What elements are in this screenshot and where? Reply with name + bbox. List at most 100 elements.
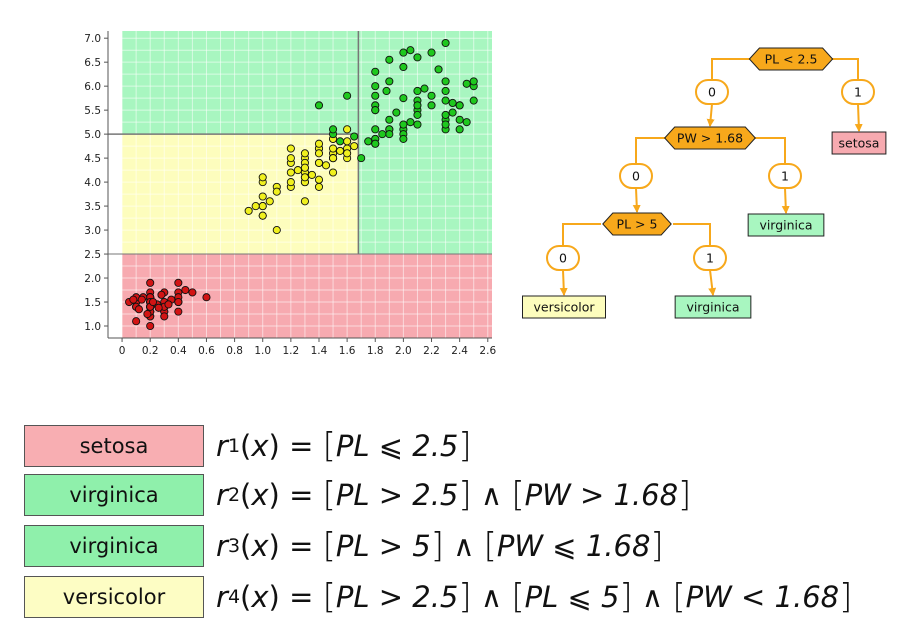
rule-index: 1 (227, 435, 241, 457)
point-virginica (413, 53, 422, 62)
point-virginica (399, 120, 408, 129)
point-versicolor (329, 168, 338, 177)
rule-class-label: setosa (24, 425, 204, 467)
point-versicolor (300, 149, 309, 158)
rule-row: setosa r 1(x) = [PL ⩽ 2.5] (24, 425, 894, 469)
point-setosa (134, 305, 143, 314)
tree-node-label: 1 (854, 85, 862, 100)
point-setosa (181, 285, 190, 295)
point-setosa (146, 321, 155, 331)
point-setosa (174, 307, 183, 316)
rule-condition: PW ⩽ 1.68 (496, 529, 651, 563)
point-virginica (413, 120, 422, 129)
rule-arg: x (251, 429, 269, 463)
point-virginica (378, 130, 387, 139)
tree-node-label: 0 (632, 169, 640, 184)
tree-edge (854, 103, 863, 132)
tree-edge (781, 187, 790, 214)
branch-label-shape (619, 163, 653, 189)
branch-label-shape (841, 79, 875, 105)
tree-node-label: virginica (759, 218, 812, 233)
point-virginica (455, 115, 464, 124)
iris-scatter-plot: 0 0.2 0.4 0.6 0.8 1.0 1.2 1.4 1.6 1.8 2.0 2.2 2.4 2.6… (84, 31, 496, 357)
point-virginica (427, 48, 436, 57)
point-virginica (434, 65, 443, 74)
rule-row: versicolor r 4(x) = [PL > 2.5] ∧ [PL ⩽ 5] … (24, 576, 894, 620)
point-virginica (441, 110, 450, 119)
point-virginica (406, 46, 415, 55)
x-tick-label: 1.8 (367, 345, 384, 357)
point-virginica (336, 137, 345, 146)
rule-class-label: virginica (24, 474, 204, 516)
point-versicolor (300, 173, 309, 182)
leaf-node-shape (831, 131, 887, 155)
point-virginica (399, 134, 408, 143)
rule-condition: PL ⩽ 5 (524, 580, 620, 614)
point-versicolor (293, 166, 302, 175)
tree-node-e_root_0: 0 (695, 79, 729, 105)
point-setosa (174, 297, 183, 307)
y-tick-label: 6.0 (84, 81, 101, 93)
point-versicolor (286, 168, 295, 177)
x-tick-label: 1.2 (283, 345, 300, 357)
point-virginica (364, 137, 373, 146)
leaf-node-shape (522, 295, 606, 319)
tree-node-label: virginica (686, 300, 739, 315)
bracket: [ (483, 526, 497, 566)
y-tick-label: 4.0 (84, 177, 101, 189)
rule-name: r (216, 580, 228, 614)
point-virginica (455, 101, 464, 110)
equals-sign: = (279, 478, 323, 512)
bracket: [ (511, 577, 525, 617)
point-virginica (462, 118, 471, 127)
tree-edge (559, 269, 568, 296)
bracket: ] (650, 526, 664, 566)
bracket: [ (322, 526, 336, 566)
point-virginica (385, 55, 394, 64)
y-tick-label: 2.5 (84, 249, 101, 261)
point-versicolor (300, 163, 309, 172)
bracket: [ (322, 426, 336, 466)
rule-index: 3 (227, 535, 241, 557)
rule-condition: PL > 5 (335, 529, 431, 563)
point-virginica (441, 86, 450, 96)
branch-label-shape (693, 245, 727, 271)
point-setosa (148, 297, 158, 307)
point-versicolor (307, 170, 317, 179)
y-tick-label: 1.5 (84, 297, 101, 309)
tree-node-root: PL < 2.5 (748, 47, 834, 71)
point-virginica (385, 130, 394, 139)
rule-row: virginica r 2(x) = [PL > 2.5] ∧ [PW > 1.68… (24, 474, 894, 518)
split-node-shape (602, 212, 672, 236)
equals-sign: = (279, 429, 323, 463)
rule-formula: r 2(x) = [PL > 2.5] ∧ [PW > 1.68] (216, 474, 691, 516)
point-virginica (371, 125, 380, 134)
point-virginica (371, 106, 380, 115)
point-virginica (329, 125, 338, 134)
point-versicolor (258, 192, 267, 201)
point-virginica (385, 77, 394, 86)
y-tick-label: 2.0 (84, 273, 101, 285)
rule-condition: PL ⩽ 2.5 (335, 429, 459, 463)
point-setosa (202, 293, 211, 302)
point-versicolor (329, 144, 338, 153)
point-setosa (188, 288, 197, 297)
tree-node-leaf_setosa: setosa (831, 131, 887, 155)
leaf-node-shape (747, 213, 825, 237)
point-virginica (357, 154, 366, 163)
bracket: ] (458, 426, 472, 466)
x-tick-label: 2.4 (451, 345, 468, 357)
point-virginica (371, 82, 380, 91)
tree-node-pl5: PL > 5 (602, 212, 672, 236)
point-virginica (399, 48, 408, 57)
rule-arg: x (251, 580, 269, 614)
point-setosa (157, 290, 166, 299)
branch-label-shape (768, 163, 802, 189)
tree-node-label: setosa (839, 136, 880, 151)
tree-edge (673, 223, 711, 246)
point-versicolor (258, 173, 267, 182)
bracket: ] (430, 526, 444, 566)
point-versicolor (314, 175, 324, 184)
tree-node-label: PW > 1.68 (677, 131, 743, 146)
x-tick-label: 0.6 (198, 345, 215, 357)
